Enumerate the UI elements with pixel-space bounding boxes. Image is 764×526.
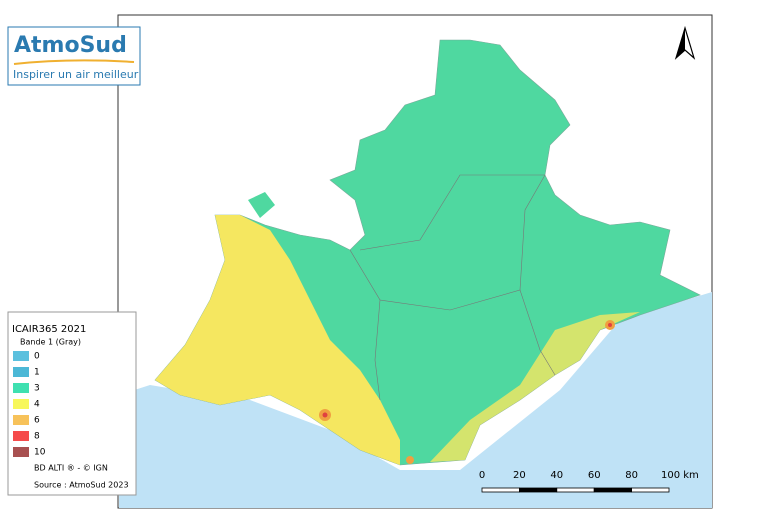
scale-segment <box>519 487 558 493</box>
scale-label: 100 km <box>661 470 699 481</box>
logo-tagline: Inspirer un air meilleur <box>13 68 139 81</box>
department-border <box>359 174 545 251</box>
legend-label: 0 <box>34 352 40 362</box>
department-border <box>519 174 546 291</box>
scale-label: 60 <box>588 470 601 481</box>
legend-band: Bande 1 (Gray) <box>20 338 81 347</box>
urban-hotspot <box>406 456 414 464</box>
scale-segment <box>593 487 633 493</box>
map <box>119 39 712 508</box>
logo: AtmoSud Inspirer un air meilleur <box>7 26 141 86</box>
scale-segment <box>631 487 670 493</box>
land-yellow <box>155 215 400 465</box>
legend-swatch <box>13 399 29 409</box>
scale-segment <box>556 487 595 493</box>
legend-label: 1 <box>34 368 40 378</box>
legend-label: 3 <box>34 384 40 394</box>
legend-label: 6 <box>34 416 40 426</box>
legend-swatch <box>13 415 29 425</box>
north-arrow <box>674 25 696 60</box>
sea <box>119 292 712 508</box>
legend-swatch <box>13 447 29 457</box>
land-yellow-coast <box>430 312 640 462</box>
legend-title: ICAIR365 2021 <box>12 324 86 335</box>
scale-label: 40 <box>550 470 563 481</box>
scale-segment <box>481 487 520 493</box>
legend-label: 8 <box>34 432 40 442</box>
legend-swatch <box>13 383 29 393</box>
legend-swatch <box>13 431 29 441</box>
scale-label: 0 <box>479 470 485 481</box>
urban-hotspot <box>322 412 328 418</box>
island <box>248 192 275 218</box>
legend-credit: Source : AtmoSud 2023 <box>34 481 129 490</box>
department-border <box>349 249 381 401</box>
scale-label: 80 <box>625 470 638 481</box>
legend-label: 4 <box>34 400 40 410</box>
scale-bar: 0 20 40 60 80 100 km <box>479 470 699 493</box>
logo-name: AtmoSud <box>14 33 127 58</box>
legend-swatch <box>13 351 29 361</box>
legend-credit: BD ALTI ® - © IGN <box>34 464 108 473</box>
urban-hotspot <box>608 323 612 327</box>
legend-swatch <box>13 367 29 377</box>
legend-label: 10 <box>34 448 46 458</box>
legend: ICAIR365 2021 Bande 1 (Gray) 0 1 3 4 6 8 10 BD … <box>7 311 137 496</box>
scale-label: 20 <box>513 470 526 481</box>
